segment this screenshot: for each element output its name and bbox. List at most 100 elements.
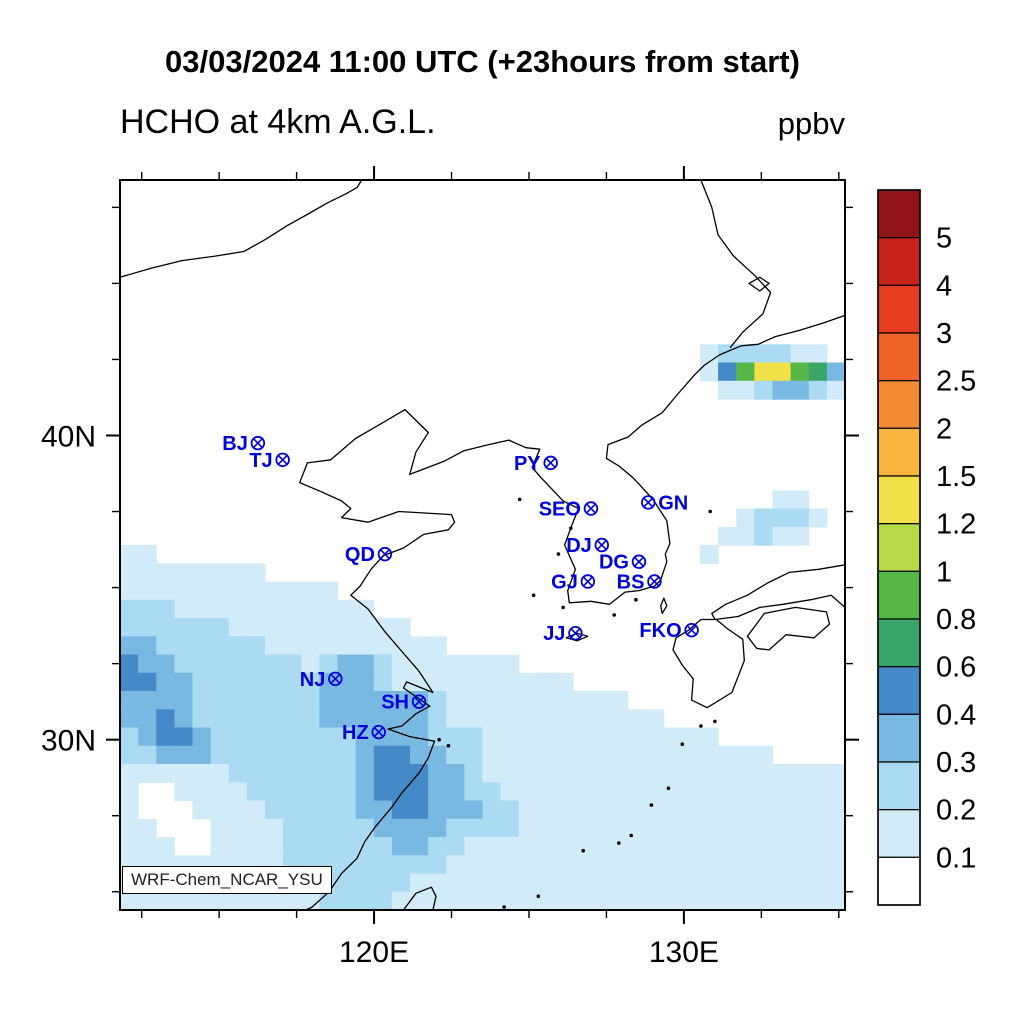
heatmap-cell (518, 837, 538, 856)
heatmap-cell (174, 691, 194, 710)
heatmap-cell (518, 691, 538, 710)
heatmap-cell (192, 800, 212, 820)
heatmap-cell (790, 362, 810, 382)
y-tick-label: 40N (41, 421, 96, 454)
tick-layer (106, 166, 859, 924)
heatmap-cell (609, 873, 629, 893)
heatmap-cell (555, 782, 574, 802)
heatmap-cell (700, 745, 719, 765)
heatmap-cell (337, 818, 357, 838)
x-tick-label: 130E (649, 936, 719, 969)
heatmap-cell (573, 837, 592, 856)
heatmap-cell (627, 709, 647, 729)
heatmap-cell (736, 891, 755, 911)
heatmap-cell (464, 818, 484, 838)
heatmap-cell (228, 782, 248, 802)
heatmap-cell (645, 764, 665, 783)
heatmap-cell (138, 891, 157, 911)
heatmap-cell (156, 654, 175, 674)
heatmap-cell (482, 818, 502, 838)
heatmap-cell (265, 745, 284, 765)
heatmap-cell (428, 636, 447, 656)
heatmap-cell (373, 691, 393, 710)
heatmap-cell (120, 745, 139, 765)
heatmap-cell (536, 891, 556, 911)
heatmap-cell (718, 891, 737, 911)
heatmap-cell (482, 873, 502, 893)
heatmap-cell (645, 745, 665, 765)
heatmap-cell (120, 800, 139, 820)
heatmap-cell (700, 782, 719, 802)
heatmap-cell (428, 891, 447, 911)
heatmap-cell (210, 764, 230, 783)
colorbar-cell (877, 809, 921, 859)
heatmap-cell (192, 618, 212, 637)
heatmap-cell (301, 672, 320, 692)
colorbar-label: 3 (936, 318, 952, 350)
heatmap-cell (391, 727, 411, 747)
heatmap-cell (790, 344, 810, 364)
heatmap-cell (246, 782, 266, 802)
heatmap-cell (536, 745, 556, 765)
heatmap-cell (464, 837, 484, 856)
heatmap-cell (645, 782, 665, 802)
heatmap-cell (210, 654, 230, 674)
heatmap-cell (337, 745, 357, 765)
heatmap-cell (410, 873, 429, 893)
station-gj: GJ (551, 572, 596, 594)
heatmap-cell (355, 599, 375, 619)
heatmap-cell (518, 727, 538, 747)
heatmap-cell (754, 508, 774, 528)
station-label: DJ (566, 535, 592, 557)
heatmap-cell (446, 745, 465, 765)
station-dj: DJ (566, 535, 609, 557)
heatmap-cell (555, 818, 574, 838)
heatmap-cell (428, 691, 447, 710)
heatmap-cell (591, 764, 610, 783)
heatmap-cell (120, 545, 139, 564)
heatmap-cell (736, 764, 755, 783)
heatmap-cell (591, 855, 610, 875)
heatmap-cell (138, 672, 157, 692)
heatmap-cell (826, 764, 846, 783)
y-tick-label: 30N (41, 725, 96, 758)
heatmap-cell (700, 800, 719, 820)
heatmap-cell (518, 818, 538, 838)
heatmap-cell (355, 891, 375, 911)
station-circled-times-icon (686, 625, 697, 636)
heatmap-cell (246, 837, 266, 856)
heatmap-cell (391, 618, 411, 637)
heatmap-cell (156, 764, 175, 783)
heatmap-cell (301, 654, 320, 674)
colorbar-cell (877, 570, 921, 620)
station-circled-times-icon (275, 452, 290, 468)
station-circled-times-icon (250, 435, 266, 451)
heatmap-cell (391, 873, 411, 893)
heatmap-cell (373, 782, 393, 802)
heatmap-cell (138, 581, 157, 601)
colorbar-cell (877, 380, 921, 430)
heatmap-cell (428, 818, 447, 838)
heatmap-cell (808, 873, 828, 893)
station-circled-times-icon (371, 724, 386, 740)
station-gn: GN (641, 492, 688, 514)
heatmap-cell (355, 800, 375, 820)
heatmap-cell (337, 599, 357, 619)
heatmap-cell (410, 727, 429, 747)
heatmap-cell (355, 782, 375, 802)
heatmap-cell (772, 800, 792, 820)
heatmap-cell (265, 654, 284, 674)
heatmap-cell (228, 818, 248, 838)
heatmap-cell (228, 581, 248, 601)
heatmap-cell (373, 837, 393, 856)
heatmap-cell (246, 654, 266, 674)
heatmap-cell (138, 727, 157, 747)
heatmap-cell (265, 800, 284, 820)
heatmap-cell (120, 727, 139, 747)
station-label: QD (345, 544, 375, 566)
heatmap-cell (591, 727, 610, 747)
heatmap-cell (246, 891, 266, 911)
heatmap-cell (736, 380, 755, 400)
heatmap-cell (772, 818, 792, 838)
